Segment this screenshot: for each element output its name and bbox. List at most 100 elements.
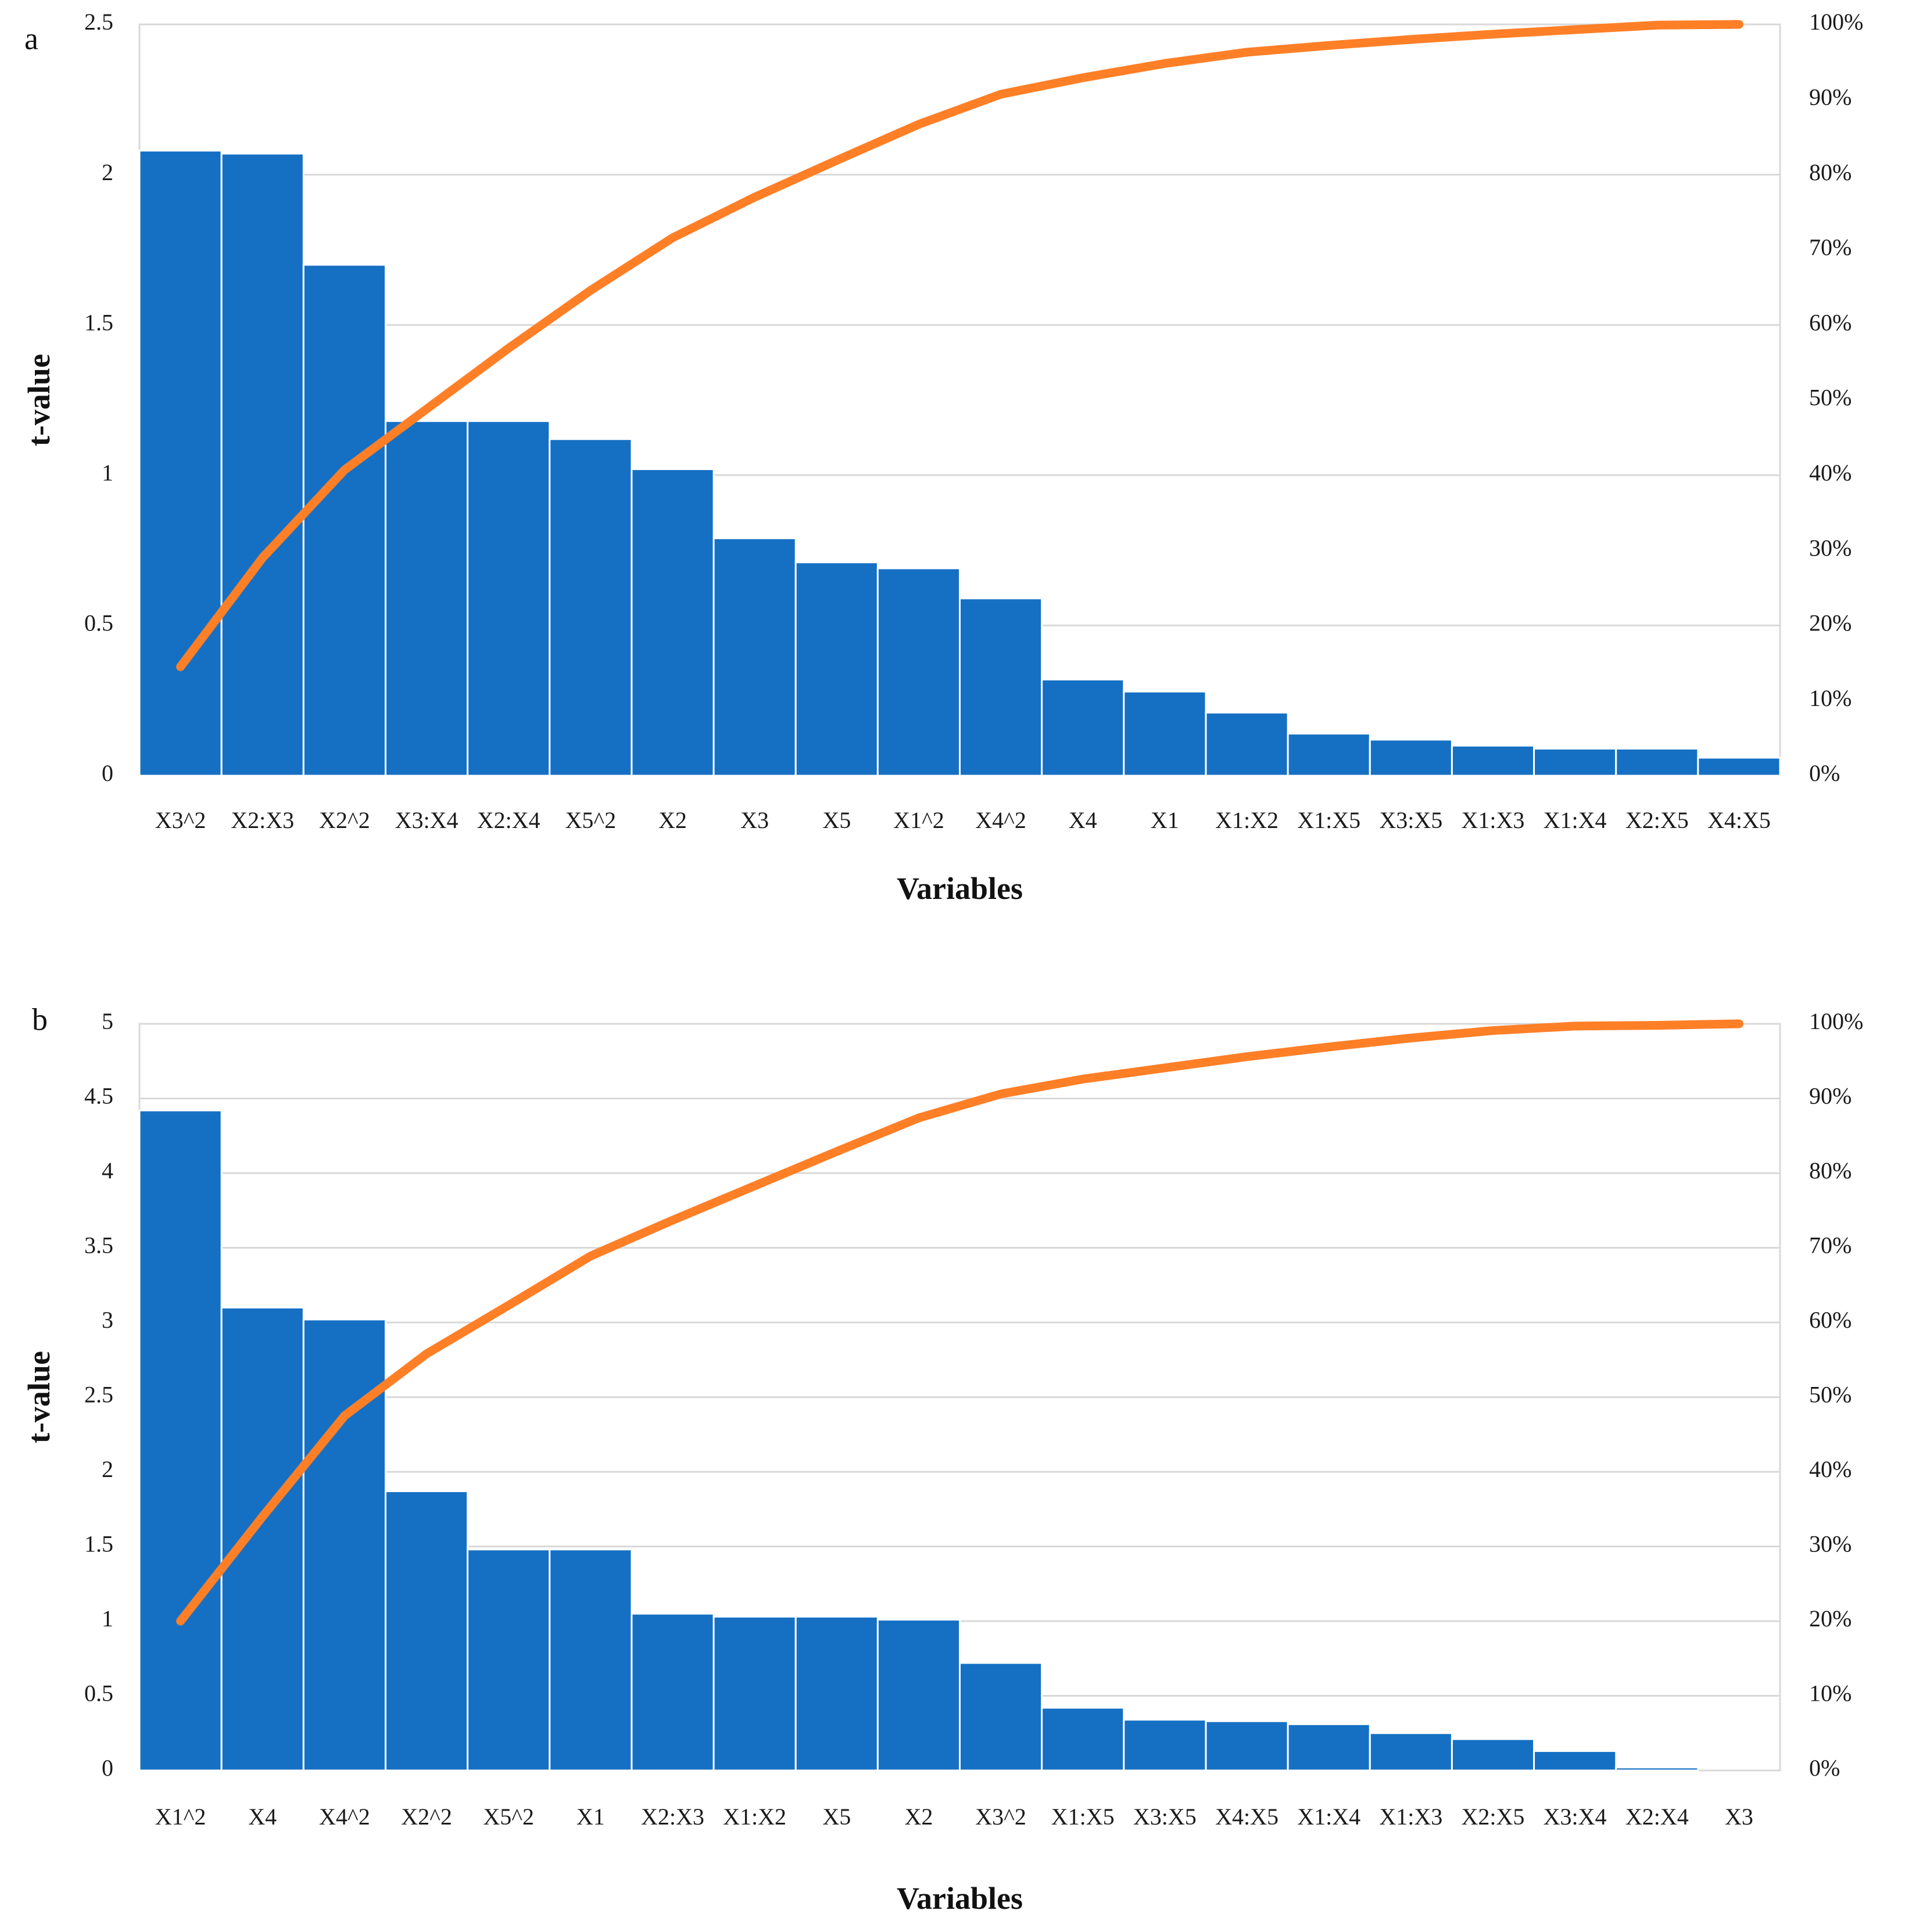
bar-x5 xyxy=(794,561,879,777)
bar-x5 xyxy=(794,1615,879,1772)
bar-x3-2 xyxy=(959,1662,1043,1772)
bar-x1-x4 xyxy=(1533,747,1617,777)
x-tick-label: X1:X5 xyxy=(1297,807,1360,833)
y2-tick-label: 50% xyxy=(1809,1382,1852,1408)
bar-x3-x5 xyxy=(1369,739,1453,777)
bar-x4-x5 xyxy=(1697,757,1781,777)
y-tick-label: 0.5 xyxy=(84,610,113,636)
bar-x1-2 xyxy=(876,567,961,777)
y-tick-label: 1.5 xyxy=(84,309,113,335)
y-axis-title: t-value xyxy=(22,1351,56,1443)
y2-tick-label: 100% xyxy=(1809,9,1863,35)
bar-x3-2 xyxy=(138,149,223,777)
x-tick-label: X2 xyxy=(904,1804,933,1830)
bar-x3-x5 xyxy=(1123,1719,1207,1772)
chart-b: b00.511.522.533.544.550%10%20%30%40%50%6… xyxy=(22,1002,1863,1916)
x-tick-label: X2^2 xyxy=(401,1804,452,1830)
bar-x2 xyxy=(876,1618,961,1772)
x-tick-label: X3^2 xyxy=(975,1804,1026,1830)
bar-x2 xyxy=(631,468,715,777)
bar-x1-x3 xyxy=(1451,744,1535,777)
bar-x1 xyxy=(549,1549,633,1772)
y-tick-label: 0 xyxy=(102,760,113,786)
y2-tick-label: 80% xyxy=(1809,1157,1852,1184)
x-axis-title: Variables xyxy=(897,1881,1023,1916)
y2-tick-label: 50% xyxy=(1809,385,1852,411)
x-tick-label: X3:X4 xyxy=(1544,1804,1607,1830)
y-tick-label: 4.5 xyxy=(84,1083,113,1109)
y2-tick-label: 30% xyxy=(1809,1531,1852,1557)
y-tick-label: 5 xyxy=(102,1008,113,1034)
x-tick-label: X2:X3 xyxy=(231,807,294,833)
x-tick-label: X5^2 xyxy=(565,807,616,833)
bar-x2-x3 xyxy=(631,1612,715,1772)
x-tick-label: X4^2 xyxy=(319,1804,370,1830)
x-tick-label: X2:X5 xyxy=(1462,1804,1525,1830)
bar-x4-x5 xyxy=(1205,1720,1289,1772)
x-tick-label: X1^2 xyxy=(155,1804,206,1830)
x-tick-label: X1:X3 xyxy=(1462,807,1525,833)
y-tick-label: 0.5 xyxy=(84,1680,113,1707)
x-tick-label: X1:X2 xyxy=(723,1804,786,1830)
x-tick-label: X2:X5 xyxy=(1625,807,1689,833)
y-tick-label: 2.5 xyxy=(84,1382,113,1408)
y2-tick-label: 100% xyxy=(1809,1008,1863,1034)
bar-x1-x2 xyxy=(1205,711,1289,777)
bar-x2-x5 xyxy=(1451,1738,1535,1772)
y-tick-label: 3 xyxy=(102,1307,113,1333)
bar-x3-x4 xyxy=(384,420,469,777)
x-tick-label: X4 xyxy=(1069,807,1097,833)
bar-x2-2 xyxy=(302,264,386,777)
bar-x3 xyxy=(712,537,797,777)
bar-x1 xyxy=(1123,690,1207,777)
panel-label: b xyxy=(32,1002,48,1037)
y-axis-title: t-value xyxy=(22,354,56,446)
x-tick-label: X2 xyxy=(658,807,687,833)
x-axis-title: Variables xyxy=(897,871,1023,906)
x-tick-label: X3 xyxy=(1725,1804,1753,1830)
bar-x2-x4 xyxy=(1615,1766,1699,1772)
y2-tick-label: 60% xyxy=(1809,309,1852,335)
y-tick-label: 3.5 xyxy=(84,1232,113,1259)
y2-tick-label: 80% xyxy=(1809,159,1852,185)
bar-x4 xyxy=(1041,678,1125,777)
x-tick-label: X3 xyxy=(740,807,769,833)
bar-x2-x5 xyxy=(1615,747,1699,777)
y2-tick-label: 0% xyxy=(1809,1755,1840,1781)
y2-tick-label: 10% xyxy=(1809,685,1852,711)
y-tick-label: 2.5 xyxy=(84,9,113,35)
x-tick-label: X1 xyxy=(1151,807,1179,833)
cumulative-percent-line xyxy=(176,1019,1743,1626)
y-tick-label: 1.5 xyxy=(84,1531,113,1557)
y2-tick-label: 70% xyxy=(1809,1232,1852,1259)
bar-x5-2 xyxy=(549,438,633,777)
x-tick-label: X4:X5 xyxy=(1707,807,1771,833)
x-tick-label: X2:X4 xyxy=(477,807,540,833)
bar-x1-x4 xyxy=(1287,1723,1371,1772)
y2-tick-label: 60% xyxy=(1809,1307,1852,1333)
x-tick-label: X1 xyxy=(576,1804,605,1830)
y-tick-label: 1 xyxy=(102,1605,113,1632)
panel-label: a xyxy=(24,21,38,56)
y2-tick-label: 40% xyxy=(1809,1456,1852,1482)
bar-x1-x2 xyxy=(712,1615,797,1772)
x-tick-label: X5^2 xyxy=(483,1804,534,1830)
x-tick-label: X1:X2 xyxy=(1215,807,1279,833)
x-tick-label: X1:X4 xyxy=(1297,1804,1360,1830)
bar-x2-x4 xyxy=(467,420,551,777)
x-tick-label: X3:X4 xyxy=(395,807,459,833)
x-tick-label: X1:X5 xyxy=(1051,1804,1115,1830)
y2-tick-label: 0% xyxy=(1809,760,1840,786)
y-tick-label: 2 xyxy=(102,159,113,185)
bar-x1-x3 xyxy=(1369,1732,1453,1772)
x-tick-label: X4:X5 xyxy=(1215,1804,1279,1830)
y-tick-label: 1 xyxy=(102,460,113,486)
x-tick-label: X4^2 xyxy=(975,807,1026,833)
x-tick-label: X1^2 xyxy=(893,807,944,833)
bar-x1-2 xyxy=(138,1109,223,1772)
y2-tick-label: 70% xyxy=(1809,234,1852,260)
x-tick-label: X3^2 xyxy=(155,807,206,833)
x-tick-label: X3:X5 xyxy=(1133,1804,1197,1830)
chart-a: a 0 0.5 1 1.5 2 2.5 0% 10% 20% 30% 40% 50% 60% 70% 80% 9… xyxy=(22,9,1863,906)
